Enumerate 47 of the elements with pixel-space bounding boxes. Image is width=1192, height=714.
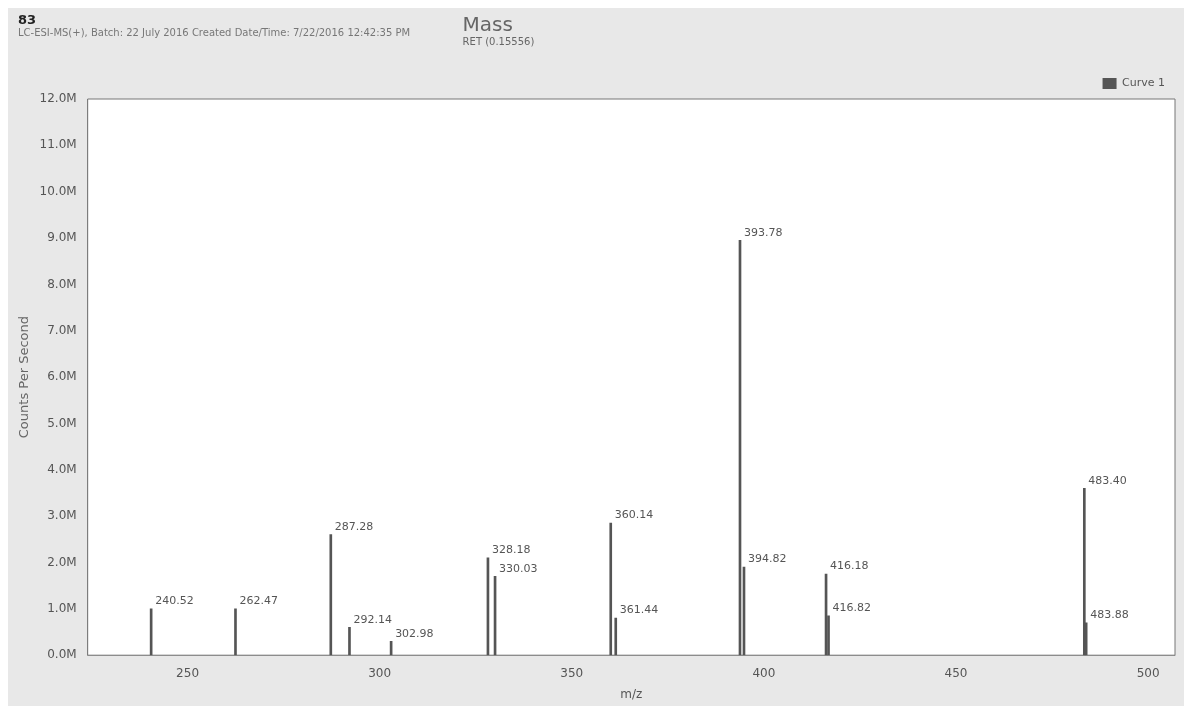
text: 83 [18,12,38,27]
annotation: 393.78 [743,225,783,239]
bar [609,522,613,656]
y-tick-label: 7.0M [47,322,77,337]
y-tick-label: 5.0M [47,415,77,430]
bar [614,617,618,656]
y-tick-label: 0.0M [47,647,77,662]
bar [329,534,333,656]
x-tick-label: 250 [176,665,200,680]
annotation: 330.03 [499,561,538,575]
y-tick-label: 2.0M [47,554,77,569]
y-tick-label: 8.0M [47,276,77,291]
y-tick-label: 11.0M [39,137,77,152]
text: LC-ESI-MS(+), Batch: 22 July 2016 Created Date/Time: 7/22/2016 12:42:35 PM [18,27,412,38]
y-tick-label: 4.0M [47,461,77,476]
annotation: 394.82 [747,552,787,566]
y-axis-title: Counts Per Second [16,315,32,439]
bar [348,627,351,656]
x-tick-label: 400 [752,665,776,680]
annotation: 416.82 [832,601,872,615]
chart-title: Mass [462,12,514,36]
annotation: 240.52 [155,594,194,608]
annotation: 483.40 [1088,473,1127,487]
y-tick-label: 6.0M [47,369,77,384]
y-tick-label: 10.0M [39,183,77,198]
x-tick-label: 350 [560,665,584,680]
annotation: 416.18 [830,559,869,573]
chart-subtitle: RET (0.15556) [462,36,536,47]
annotation: 262.47 [239,594,278,608]
annotation: 287.28 [334,520,374,534]
annotation: 360.14 [614,508,654,522]
legend-label: Curve 1 [1122,76,1166,90]
x-axis-title: m/z [620,686,643,701]
x-tick-label: 500 [1136,665,1160,680]
bar [234,608,237,656]
annotation: 302.98 [395,626,434,640]
bar [1082,488,1086,656]
x-tick-label: 300 [368,665,392,680]
x-tick-label: 450 [944,665,968,680]
y-tick-label: 9.0M [47,230,77,245]
y-tick-label: 3.0M [47,508,77,523]
annotation: 361.44 [619,603,659,617]
y-tick-label: 1.0M [47,600,77,615]
annotation: 328.18 [491,543,531,557]
annotation: 292.14 [353,612,392,626]
y-tick-label: 12.0M [39,91,77,106]
annotation: 483.88 [1090,608,1129,622]
